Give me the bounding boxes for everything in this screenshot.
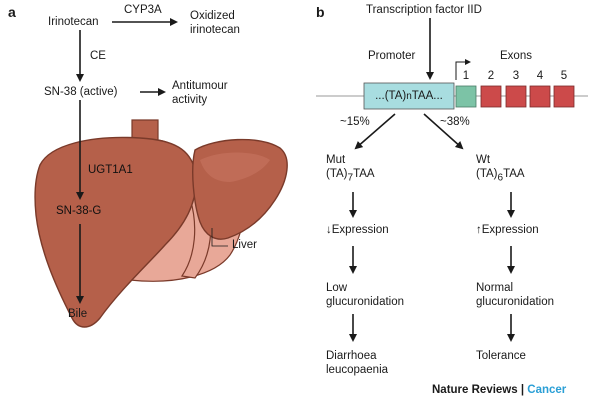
tf-label: Transcription factor IID xyxy=(366,4,482,16)
liver-illustration xyxy=(34,119,288,328)
arrow-branch-right xyxy=(423,113,464,150)
outcome-left-2: leucopaenia xyxy=(326,364,389,376)
exon-number-5: 5 xyxy=(560,70,568,82)
pct-left: ~15% xyxy=(340,116,370,128)
panel-a-arrows xyxy=(76,18,178,304)
wt-seq-sub: 6 xyxy=(497,172,504,184)
journal-name: Nature Reviews xyxy=(432,384,518,396)
exon-number-2: 2 xyxy=(487,70,495,82)
transcription-start-arrow xyxy=(455,59,471,80)
exon-4 xyxy=(529,85,551,108)
exon-number-4: 4 xyxy=(536,70,544,82)
oxidized-label-2: irinotecan xyxy=(190,24,240,36)
wt-label: Wt xyxy=(476,154,491,166)
promoter-box xyxy=(363,82,455,110)
bile-label: Bile xyxy=(68,308,88,320)
low-label-2: glucuronidation xyxy=(326,296,405,308)
exons-label: Exons xyxy=(500,50,532,62)
gene-schematic xyxy=(316,59,588,110)
promoter-seq-pre: ...(TA) xyxy=(375,90,407,102)
wt-sequence: (TA)6TAA xyxy=(476,168,525,184)
arrow-branch-left xyxy=(354,113,396,150)
ugt1a1-label: UGT1A1 xyxy=(88,164,133,176)
exon-1 xyxy=(455,85,477,108)
exon-number-1: 1 xyxy=(462,70,470,82)
antitumour-label-2: activity xyxy=(172,94,208,106)
credit-separator: | xyxy=(517,384,528,396)
exon-3 xyxy=(505,85,527,108)
normal-label-2: glucuronidation xyxy=(476,296,555,308)
sn38-label: SN-38 (active) xyxy=(44,86,118,98)
wt-seq-pre: (TA) xyxy=(476,168,498,180)
cyp3a-label: CYP3A xyxy=(124,4,162,16)
exon-number-3: 3 xyxy=(512,70,520,82)
panel-b-label: b xyxy=(316,4,325,20)
journal-credit: Nature Reviews | Cancer xyxy=(432,384,566,397)
journal-section: Cancer xyxy=(527,384,567,396)
mut-seq-pre: (TA) xyxy=(326,168,348,180)
normal-label-1: Normal xyxy=(476,282,514,294)
irinotecan-label: Irinotecan xyxy=(48,16,99,28)
sn38g-label: SN-38-G xyxy=(56,205,102,217)
liver-label: Liver xyxy=(232,239,257,251)
expression-up-label: ↑Expression xyxy=(476,224,539,236)
liver-highlight xyxy=(200,152,270,182)
wt-seq-post: TAA xyxy=(503,168,525,180)
outcome-right: Tolerance xyxy=(476,350,526,362)
panel-a-label: a xyxy=(8,4,16,20)
promoter-label: Promoter xyxy=(368,50,416,62)
panel-b-arrows xyxy=(349,18,515,342)
exon-5 xyxy=(553,85,575,108)
promoter-sequence: ...(TA) n TAA... xyxy=(364,83,454,109)
expression-down-label: ↓Expression xyxy=(326,224,389,236)
outcome-left-1: Diarrhoea xyxy=(326,350,377,362)
mut-label: Mut xyxy=(326,154,346,166)
ce-label: CE xyxy=(90,50,106,62)
liver-pointer xyxy=(211,228,228,247)
oxidized-label-1: Oxidized xyxy=(190,10,235,22)
low-label-1: Low xyxy=(326,282,348,294)
exon-2 xyxy=(480,85,502,108)
mut-seq-sub: 7 xyxy=(347,172,354,184)
promoter-seq-post: TAA... xyxy=(411,90,443,102)
antitumour-label-1: Antitumour xyxy=(172,80,228,92)
promoter-seq-sub: n xyxy=(406,90,412,102)
mut-sequence: (TA)7TAA xyxy=(326,168,375,184)
mut-seq-post: TAA xyxy=(353,168,375,180)
liver-right-lobe xyxy=(34,136,197,328)
pct-right: ~38% xyxy=(440,116,470,128)
